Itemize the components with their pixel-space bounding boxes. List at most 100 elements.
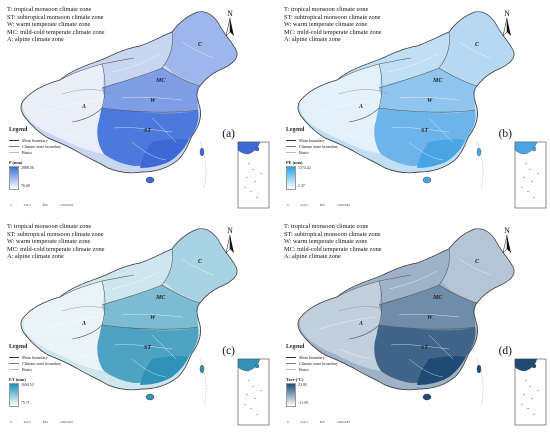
- basin-boundary: [428, 117, 454, 143]
- map-panel-a: C MC W A ST N T: tropical monsoon climate zone…: [2, 2, 273, 213]
- north-arrow-icon: N: [225, 9, 234, 37]
- region-coast: [140, 139, 188, 168]
- climate-zone-boundary: [348, 324, 380, 340]
- variable-label: Tave (°C): [286, 377, 304, 382]
- scale-tick: 0: [287, 420, 289, 424]
- scale-tick: 0: [287, 203, 289, 207]
- climate-zone-key-item: A: alpine climate zone: [284, 36, 341, 44]
- zone-tag-c: C: [475, 259, 480, 265]
- legend-item: Climate zone boundary: [9, 143, 79, 149]
- region-north: [337, 249, 450, 305]
- scale-tick: 825: [319, 203, 325, 207]
- zone-tag-w: W: [427, 98, 433, 104]
- climate-zone-key-item: A: alpine climate zone: [7, 253, 64, 261]
- zone-tag-mc: MC: [432, 295, 443, 301]
- hainan-island: [422, 393, 432, 401]
- climate-zone-key-item: T: tropical monsoon climate zone: [7, 223, 92, 230]
- ramp-min-value: -11.59: [298, 401, 308, 405]
- climate-zone-key: T: tropical monsoon climate zone ST: subt…: [7, 223, 105, 261]
- basin-boundary: [61, 348, 95, 360]
- region-ne: [162, 228, 238, 303]
- svg-text:N: N: [227, 226, 233, 235]
- climate-zone-boundary: [101, 280, 106, 326]
- climate-zone-key: T: tropical monsoon climate zone ST: subt…: [284, 6, 382, 44]
- scale-tick: 1,650 KM: [59, 420, 73, 424]
- scale-bar: 0 412.5 825 1,650 KM: [10, 203, 85, 207]
- climate-zone-boundary: [438, 31, 450, 69]
- basin-boundary: [61, 131, 95, 143]
- panel-letter: (c): [222, 345, 235, 357]
- climate-zone-key-item: W: warm temperate climate zone: [7, 21, 91, 29]
- climate-zone-key-item: MC: mild-cold temperate climate zone: [7, 245, 105, 253]
- zone-tag-w: W: [150, 98, 156, 104]
- ramp-max-value: 2888.36: [21, 166, 34, 170]
- china-map: C MC W A ST N: [297, 226, 547, 426]
- climate-zone-boundary: [161, 248, 173, 286]
- zone-tag-st: ST: [421, 345, 428, 351]
- basin-boundary: [121, 313, 183, 318]
- basin-boundary: [388, 270, 438, 290]
- region-ne: [439, 11, 515, 87]
- panel-letter: (a): [222, 128, 235, 140]
- basin-boundary: [428, 334, 454, 360]
- variable-label: PE (mm): [286, 160, 303, 165]
- ramp-min-value: 75.71: [21, 401, 30, 405]
- scale-tick: 412.5: [300, 203, 308, 207]
- scale-bar: 0 412.5 825 1,650 KM: [287, 420, 362, 424]
- svg-text:N: N: [227, 9, 233, 18]
- basin-boundary: [398, 313, 460, 318]
- basin-boundary: [113, 344, 173, 350]
- china-map: C MC W A ST N: [20, 226, 270, 426]
- region-west: [22, 281, 105, 344]
- basin-boundary: [131, 358, 167, 378]
- basin-boundary: [338, 131, 372, 143]
- scale-tick: 412.5: [23, 203, 31, 207]
- climate-zone-key-item: W: warm temperate climate zone: [7, 238, 91, 246]
- svg-text:N: N: [504, 226, 510, 235]
- ramp-max-value: 1694.53: [21, 383, 34, 387]
- scale-tick: 1,650 KM: [336, 420, 350, 424]
- climate-zone-key-item: ST: subtropical monsoon climate zone: [7, 13, 104, 21]
- zone-tag-mc: MC: [155, 78, 166, 84]
- climate-zone-key-item: MC: mild-cold temperate climate zone: [7, 28, 105, 36]
- basin-boundary: [318, 316, 376, 330]
- region-ne: [162, 11, 238, 87]
- zone-tag-a: A: [358, 321, 363, 327]
- basin-boundary: [121, 96, 183, 101]
- region-west: [299, 281, 382, 344]
- climate-zone-boundary: [378, 280, 383, 326]
- scale-tick: 1,650 KM: [59, 203, 73, 207]
- ramp-min-value: 1.37: [298, 184, 305, 188]
- zone-tag-a: A: [81, 321, 86, 327]
- legend-item: Climate zone boundary: [286, 143, 356, 149]
- climate-zone-boundary: [378, 107, 476, 113]
- basin-boundary: [338, 348, 372, 360]
- legend-title: Legend: [286, 344, 305, 350]
- region-west: [299, 64, 382, 127]
- map-legend: Legend Main boundary Climate zone boundary…: [286, 344, 356, 407]
- scale-tick: 825: [42, 420, 48, 424]
- climate-zone-boundary: [378, 324, 476, 330]
- south-china-sea-inset: [237, 358, 270, 426]
- region-plateau: [311, 108, 381, 154]
- legend-item: Main boundary: [286, 354, 356, 360]
- map-panel-d: C MC W A ST N T: tropical monsoon climate zone…: [279, 219, 550, 430]
- variable-label: ET (mm): [9, 377, 26, 382]
- basin-boundary: [41, 99, 99, 113]
- scale-tick: 825: [42, 203, 48, 207]
- hainan-island: [422, 176, 432, 184]
- climate-zone-key: T: tropical monsoon climate zone ST: subt…: [7, 6, 105, 44]
- climate-zone-key-item: W: warm temperate climate zone: [284, 21, 368, 29]
- legend-title: Legend: [9, 344, 28, 350]
- zone-tag-st: ST: [421, 128, 428, 134]
- scale-tick: 412.5: [300, 420, 308, 424]
- zone-tag-w: W: [427, 315, 433, 321]
- region-central: [379, 68, 477, 114]
- region-west: [22, 64, 105, 127]
- climate-zone-boundary: [71, 324, 103, 340]
- color-ramp: [286, 166, 296, 190]
- basin-boundary: [398, 96, 460, 101]
- climate-zone-boundary: [101, 324, 199, 330]
- map-legend: Legend Main boundary Climate zone boundary…: [286, 127, 356, 190]
- climate-zone-boundary: [348, 107, 380, 123]
